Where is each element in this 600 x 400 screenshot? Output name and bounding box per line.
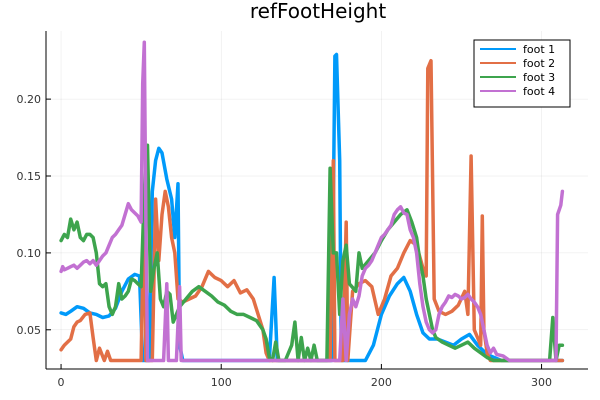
y-tick-label: 0.15 [17,170,42,183]
legend-box [473,39,571,108]
series-line-foot-2 [59,58,565,363]
legend-label-foot-3: foot 3 [523,71,555,84]
chart-title: refFootHeight [250,0,387,23]
y-tick-label: 0.05 [17,324,42,337]
legend-label-foot-1: foot 1 [523,43,555,56]
legend-label-foot-2: foot 2 [523,57,555,70]
ticks: 0 100 200 300 0.05 0.10 0.15 0.20 [17,93,553,389]
series-layer [59,40,565,363]
x-tick-label: 0 [58,376,65,389]
legend-label-foot-4: foot 4 [523,85,555,98]
axes [45,31,588,370]
x-tick-label: 300 [531,376,552,389]
series-line-foot-4 [59,40,565,363]
y-tick-label: 0.20 [17,93,42,106]
x-tick-label: 200 [371,376,392,389]
y-tick-label: 0.10 [17,247,42,260]
series-line-foot-3 [59,143,565,363]
x-tick-label: 100 [211,376,232,389]
